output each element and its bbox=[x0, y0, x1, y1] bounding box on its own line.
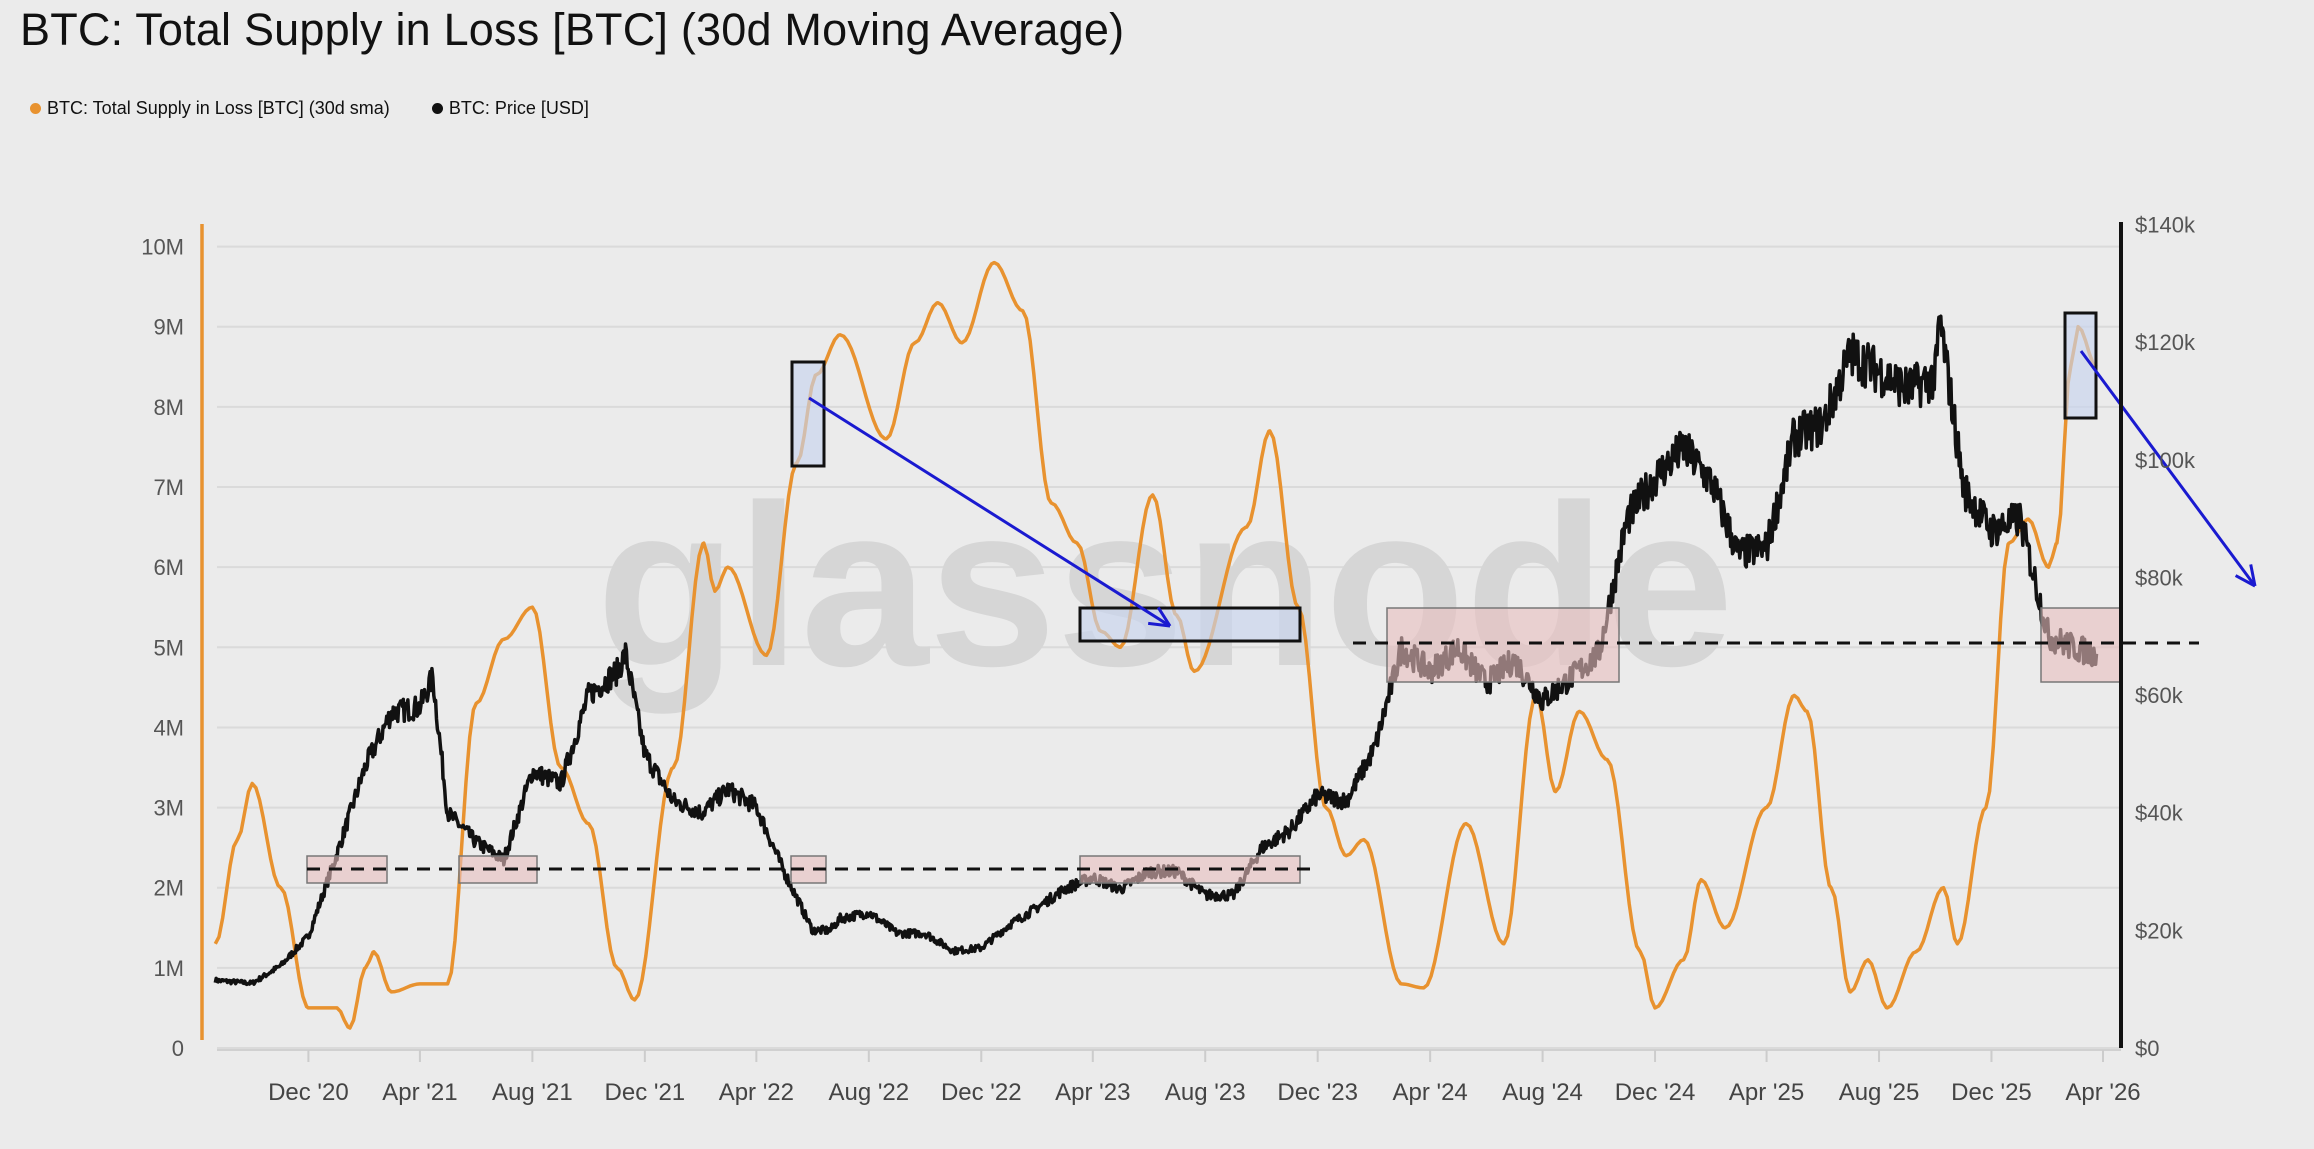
legend-dot-black-icon bbox=[431, 103, 443, 114]
y-left-tick-label: 0 bbox=[172, 1036, 184, 1061]
y-right-tick-label: $140k bbox=[2135, 213, 2196, 238]
x-tick-label: Dec '20 bbox=[268, 1079, 349, 1106]
arrow-annotation-head-icon bbox=[1147, 621, 1171, 628]
chart-title: BTC: Total Supply in Loss [BTC] (30d Mov… bbox=[20, 4, 1125, 55]
legend-label: BTC: Total Supply in Loss [BTC] (30d sma… bbox=[47, 98, 390, 118]
highlight-box-pink bbox=[2040, 607, 2122, 683]
x-tick-label: Dec '21 bbox=[605, 1079, 686, 1106]
x-tick-label: Dec '25 bbox=[1951, 1079, 2032, 1106]
legend-item-supply-in-loss[interactable]: BTC: Total Supply in Loss [BTC] (30d sma… bbox=[30, 98, 390, 119]
y-right-tick-label: $120k bbox=[2135, 330, 2196, 355]
legend-item-price[interactable]: BTC: Price [USD] bbox=[431, 98, 589, 119]
arrow-annotation bbox=[808, 396, 1171, 628]
x-tick-label: Dec '24 bbox=[1615, 1079, 1696, 1106]
legend-label: BTC: Price [USD] bbox=[448, 98, 589, 118]
y-right-tick-label: $20k bbox=[2135, 918, 2184, 943]
x-tick-label: Apr '25 bbox=[1729, 1079, 1804, 1106]
x-tick-label: Apr '23 bbox=[1055, 1079, 1130, 1106]
x-tick-label: Dec '23 bbox=[1277, 1079, 1358, 1106]
arrow-annotation-head-icon bbox=[2249, 564, 2257, 587]
x-tick-label: Apr '24 bbox=[1392, 1079, 1467, 1106]
x-tick-label: Aug '24 bbox=[1502, 1079, 1583, 1106]
arrow-annotation-head-icon bbox=[2234, 574, 2256, 588]
highlight-box-pink bbox=[1386, 607, 1620, 683]
y-left-tick-label: 10M bbox=[141, 235, 184, 260]
y-left-tick-label: 9M bbox=[153, 315, 184, 340]
x-tick-label: Aug '23 bbox=[1165, 1079, 1246, 1106]
highlight-box-blue bbox=[790, 360, 826, 468]
y-left-tick-label: 3M bbox=[153, 796, 184, 821]
y-right-tick-label: $100k bbox=[2135, 448, 2196, 473]
y-left-tick-label: 2M bbox=[153, 876, 184, 901]
highlight-box-blue bbox=[1078, 606, 1302, 643]
x-tick-label: Apr '26 bbox=[2065, 1079, 2140, 1106]
x-tick-label: Apr '22 bbox=[719, 1079, 794, 1106]
y-right-tick-label: $40k bbox=[2135, 801, 2184, 826]
y-left-tick-label: 7M bbox=[153, 475, 184, 500]
supply-in-loss-line bbox=[213, 260, 2098, 1030]
x-tick-label: Aug '21 bbox=[492, 1079, 573, 1106]
arrow-annotation-head-icon bbox=[1156, 606, 1172, 627]
arrow-annotation bbox=[2079, 350, 2257, 587]
y-right-tick-label: $0 bbox=[2135, 1036, 2159, 1061]
highlight-box-pink bbox=[458, 855, 538, 884]
y-left-tick-label: 1M bbox=[153, 956, 184, 981]
y-left-tick-label: 6M bbox=[153, 555, 184, 580]
y-right-tick-label: $60k bbox=[2135, 683, 2184, 708]
y-right-tick-label: $80k bbox=[2135, 565, 2184, 590]
x-tick-label: Dec '22 bbox=[941, 1079, 1022, 1106]
gridlines bbox=[217, 245, 2121, 1049]
x-tick-label: Apr '21 bbox=[382, 1079, 457, 1106]
axes: 0 1M 2M 3M 4M 5M 6M 7M 8M 9M 10M $0 $20k $40k $60k $80k… bbox=[141, 213, 2196, 1106]
y-left-tick-label: 4M bbox=[153, 715, 184, 740]
annotation-overlays bbox=[306, 311, 2257, 884]
x-tick-label: Aug '22 bbox=[828, 1079, 909, 1106]
legend-dot-orange-icon bbox=[30, 103, 41, 114]
y-left-tick-label: 5M bbox=[153, 635, 184, 660]
x-tick-label: Aug '25 bbox=[1839, 1079, 1920, 1106]
y-left-tick-label: 8M bbox=[153, 395, 184, 420]
legend: BTC: Total Supply in Loss [BTC] (30d sma… bbox=[30, 98, 589, 119]
